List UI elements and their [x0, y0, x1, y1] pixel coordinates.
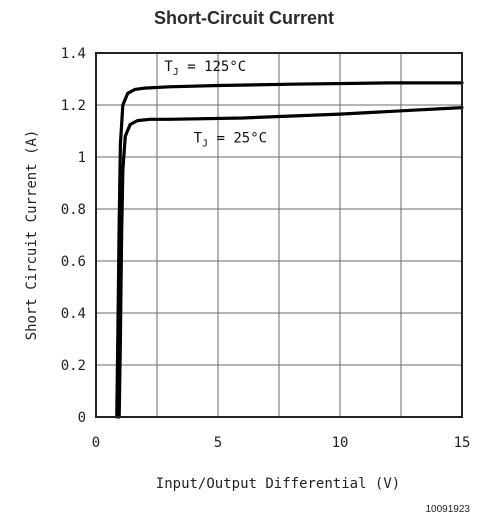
y-tick-labels: 0 0.2 0.4 0.6 0.8 1 1.2 1.4 — [61, 46, 86, 426]
figure-code: 10091923 — [426, 504, 471, 515]
x-tick-label: 5 — [214, 435, 222, 451]
y-tick-label: 0.8 — [61, 202, 86, 218]
x-tick-label: 0 — [92, 435, 100, 451]
x-axis-label: Input/Output Differential (V) — [156, 476, 400, 492]
series-line-2 — [117, 105, 464, 419]
series-label-1: TJ = 125°C — [164, 59, 246, 78]
y-tick-label: 0.6 — [61, 254, 86, 270]
x-tick-labels: 0 5 10 15 — [92, 435, 471, 451]
x-tick-label: 15 — [454, 435, 471, 451]
series-label-2: TJ = 25°C — [194, 131, 267, 150]
y-tick-label: 1 — [78, 150, 86, 166]
y-tick-label: 0.2 — [61, 358, 86, 374]
y-tick-label: 0 — [78, 410, 86, 426]
y-tick-label: 1.4 — [61, 46, 86, 62]
x-tick-label: 10 — [332, 435, 349, 451]
chart-title: Short-Circuit Current — [154, 8, 334, 28]
y-tick-label: 1.2 — [61, 98, 86, 114]
grid — [96, 53, 462, 417]
y-axis-label: Short Circuit Current (A) — [24, 130, 40, 341]
series-line-1 — [115, 81, 464, 419]
plot-frame — [95, 52, 463, 418]
curves — [115, 81, 464, 419]
curve-annotations: TJ = 125°C TJ = 25°C — [164, 59, 267, 150]
y-tick-label: 0.4 — [61, 306, 86, 322]
